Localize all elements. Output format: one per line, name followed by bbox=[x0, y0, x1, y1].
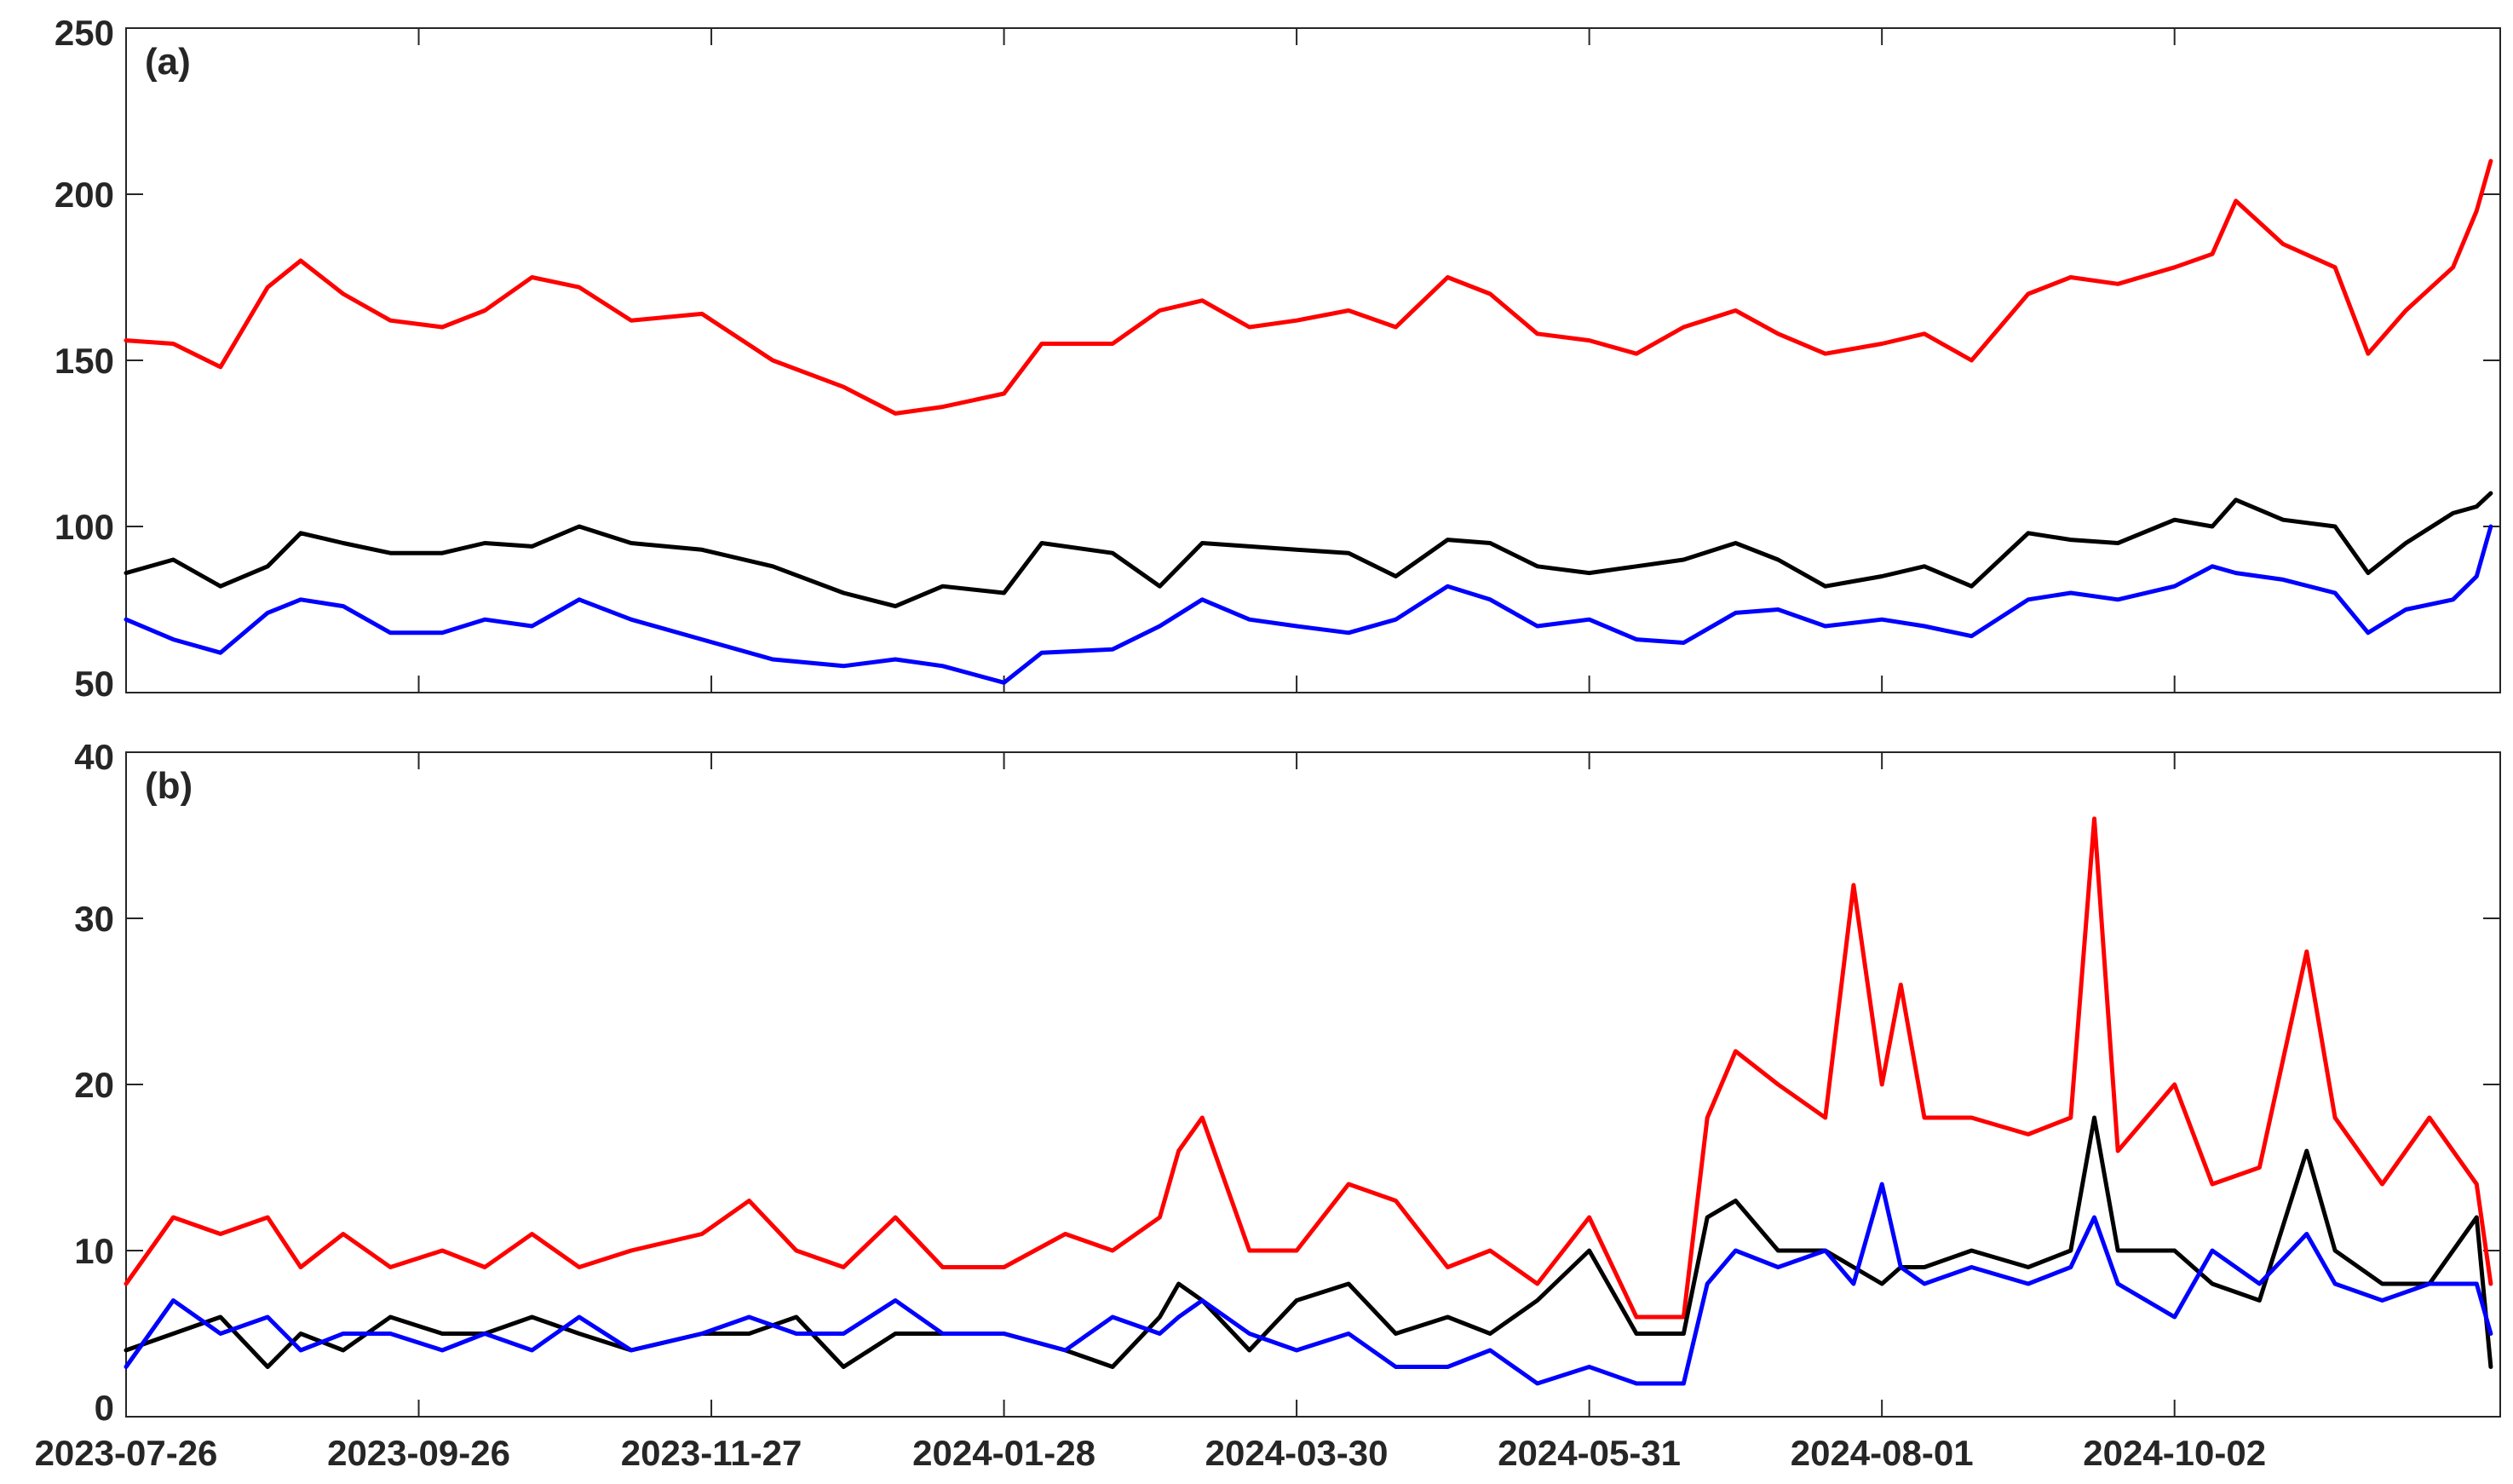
y-tick-label: 30 bbox=[74, 899, 114, 939]
panel-b: 0 10 20 30 40 2023-07-26 2023-09-26 2023-11-27… bbox=[35, 737, 2501, 1473]
x-tick-label: 2024-10-02 bbox=[2083, 1433, 2266, 1473]
series-line-3 bbox=[124, 1182, 2493, 1386]
series-line-1 bbox=[124, 816, 2493, 1320]
x-tick-label: 2023-11-27 bbox=[621, 1433, 802, 1473]
y-tick-label: 250 bbox=[55, 13, 114, 53]
y-tick-label: 20 bbox=[74, 1065, 114, 1105]
panel-label: (a) bbox=[145, 41, 191, 83]
y-tick-label: 150 bbox=[55, 341, 114, 381]
panel-label: (b) bbox=[145, 765, 193, 807]
series-group bbox=[124, 816, 2493, 1386]
series-line-3 bbox=[124, 524, 2493, 685]
x-axis-ticks: 2023-07-26 2023-09-26 2023-11-27 2024-01-28… bbox=[35, 752, 2266, 1473]
y-tick-label: 10 bbox=[74, 1231, 114, 1271]
x-tick-label: 2023-09-26 bbox=[327, 1433, 510, 1473]
y-axis-ticks: 50 100 150 200 250 bbox=[55, 13, 2500, 704]
x-tick-label: 2024-01-28 bbox=[912, 1433, 1095, 1473]
y-tick-label: 0 bbox=[95, 1388, 114, 1428]
y-tick-label: 50 bbox=[74, 664, 114, 704]
y-tick-label: 100 bbox=[55, 507, 114, 547]
series-line-2 bbox=[124, 491, 2493, 609]
axes-box bbox=[125, 751, 2501, 1418]
x-axis-ticks bbox=[125, 28, 2176, 693]
series-line-1 bbox=[124, 158, 2493, 416]
x-tick-label: 2024-08-01 bbox=[1791, 1433, 1974, 1473]
series-line-2 bbox=[124, 1115, 2493, 1369]
y-tick-label: 200 bbox=[55, 175, 114, 215]
series-group bbox=[124, 158, 2493, 685]
x-tick-label: 2024-05-31 bbox=[1498, 1433, 1681, 1473]
y-axis-ticks: 0 10 20 30 40 bbox=[74, 737, 2500, 1428]
x-tick-label: 2024-03-30 bbox=[1205, 1433, 1389, 1473]
y-tick-label: 40 bbox=[74, 737, 114, 777]
x-tick-label: 2023-07-26 bbox=[35, 1433, 218, 1473]
panel-a: 50 100 150 200 250 (a) bbox=[55, 13, 2501, 704]
